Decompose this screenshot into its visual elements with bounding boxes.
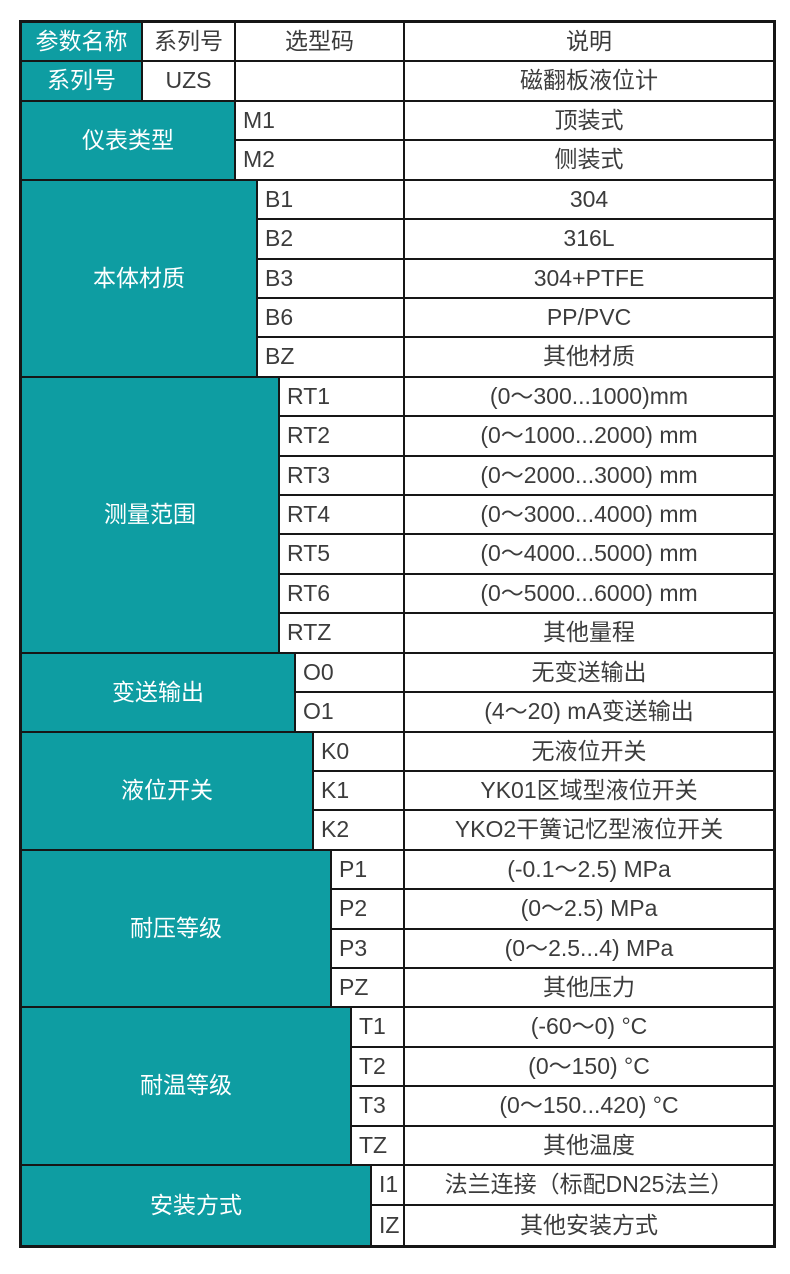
code-cell-B6: B6 xyxy=(258,299,403,336)
code-cell-I1: I1 xyxy=(372,1166,403,1204)
code-cell-K0: K0 xyxy=(314,733,403,770)
code-cell-B2: B2 xyxy=(258,220,403,258)
description-cell-M2: 侧装式 xyxy=(405,141,773,179)
model-selection-table: 参数名称 系列号 选型码 说明 系列号 UZS 磁翻板液位计 仪表类型 M1 顶装式… xyxy=(19,20,776,1248)
description-cell-K1: YK01区域型液位开关 xyxy=(405,772,773,809)
group-label-level-switch: 液位开关 xyxy=(22,733,312,849)
description-cell-B6: PP/PVC xyxy=(405,299,773,336)
description-cell-RTZ: 其他量程 xyxy=(405,614,773,652)
description-cell-IZ: 其他安装方式 xyxy=(405,1206,773,1245)
code-cell-K2: K2 xyxy=(314,811,403,849)
code-cell-T3: T3 xyxy=(352,1087,403,1125)
description-cell-B3: 304+PTFE xyxy=(405,260,773,297)
header-description: 说明 xyxy=(405,23,773,60)
description-cell-RT5: (0～4000...5000) mm xyxy=(405,535,773,573)
description-cell-RT4: (0～3000...4000) mm xyxy=(405,496,773,533)
group-label-measuring-range: 测量范围 xyxy=(22,378,278,652)
code-cell-B1: B1 xyxy=(258,181,403,218)
code-cell-P2: P2 xyxy=(332,890,403,928)
series-row-blank-cell xyxy=(236,62,403,100)
series-row-code: UZS xyxy=(143,62,234,100)
description-cell-BZ: 其他材质 xyxy=(405,338,773,376)
header-code: 选型码 xyxy=(236,23,403,60)
header-param-name: 参数名称 xyxy=(22,23,141,60)
description-cell-T3: (0～150...420) °C xyxy=(405,1087,773,1125)
code-cell-O0: O0 xyxy=(296,654,403,691)
description-cell-RT6: (0～5000...6000) mm xyxy=(405,575,773,612)
code-cell-PZ: PZ xyxy=(332,969,403,1006)
description-cell-TZ: 其他温度 xyxy=(405,1127,773,1164)
code-cell-RT3: RT3 xyxy=(280,457,403,494)
code-cell-IZ: IZ xyxy=(372,1206,403,1245)
description-cell-M1: 顶装式 xyxy=(405,102,773,139)
group-label-installation-type: 安装方式 xyxy=(22,1166,370,1245)
header-series-no: 系列号 xyxy=(143,23,234,60)
description-cell-RT1: (0～300...1000)mm xyxy=(405,378,773,415)
series-row-description: 磁翻板液位计 xyxy=(405,62,773,100)
description-cell-PZ: 其他压力 xyxy=(405,969,773,1006)
description-cell-B1: 304 xyxy=(405,181,773,218)
description-cell-T2: (0～150) °C xyxy=(405,1048,773,1085)
code-cell-BZ: BZ xyxy=(258,338,403,376)
code-cell-M1: M1 xyxy=(236,102,403,139)
code-cell-T1: T1 xyxy=(352,1008,403,1046)
code-cell-O1: O1 xyxy=(296,693,403,731)
code-cell-RT2: RT2 xyxy=(280,417,403,455)
code-cell-TZ: TZ xyxy=(352,1127,403,1164)
description-cell-RT2: (0～1000...2000) mm xyxy=(405,417,773,455)
code-cell-RT4: RT4 xyxy=(280,496,403,533)
description-cell-K0: 无液位开关 xyxy=(405,733,773,770)
series-row-label: 系列号 xyxy=(22,62,141,100)
group-label-instrument-type: 仪表类型 xyxy=(22,102,234,179)
description-cell-P3: (0～2.5...4) MPa xyxy=(405,930,773,967)
code-cell-B3: B3 xyxy=(258,260,403,297)
code-cell-M2: M2 xyxy=(236,141,403,179)
code-cell-RT5: RT5 xyxy=(280,535,403,573)
code-cell-T2: T2 xyxy=(352,1048,403,1085)
code-cell-K1: K1 xyxy=(314,772,403,809)
code-cell-RT6: RT6 xyxy=(280,575,403,612)
description-cell-P1: (-0.1～2.5) MPa xyxy=(405,851,773,888)
group-label-temperature-rating: 耐温等级 xyxy=(22,1008,350,1164)
description-cell-B2: 316L xyxy=(405,220,773,258)
description-cell-O0: 无变送输出 xyxy=(405,654,773,691)
description-cell-T1: (-60～0) °C xyxy=(405,1008,773,1046)
code-cell-P3: P3 xyxy=(332,930,403,967)
code-cell-P1: P1 xyxy=(332,851,403,888)
group-label-transmitter-output: 变送输出 xyxy=(22,654,294,731)
description-cell-RT3: (0～2000...3000) mm xyxy=(405,457,773,494)
description-cell-P2: (0～2.5) MPa xyxy=(405,890,773,928)
group-label-body-material: 本体材质 xyxy=(22,181,256,376)
code-cell-RTZ: RTZ xyxy=(280,614,403,652)
description-cell-O1: (4～20) mA变送输出 xyxy=(405,693,773,731)
description-cell-K2: YKO2干簧记忆型液位开关 xyxy=(405,811,773,849)
code-cell-RT1: RT1 xyxy=(280,378,403,415)
group-label-pressure-rating: 耐压等级 xyxy=(22,851,330,1006)
description-cell-I1: 法兰连接（标配DN25法兰） xyxy=(405,1166,773,1204)
